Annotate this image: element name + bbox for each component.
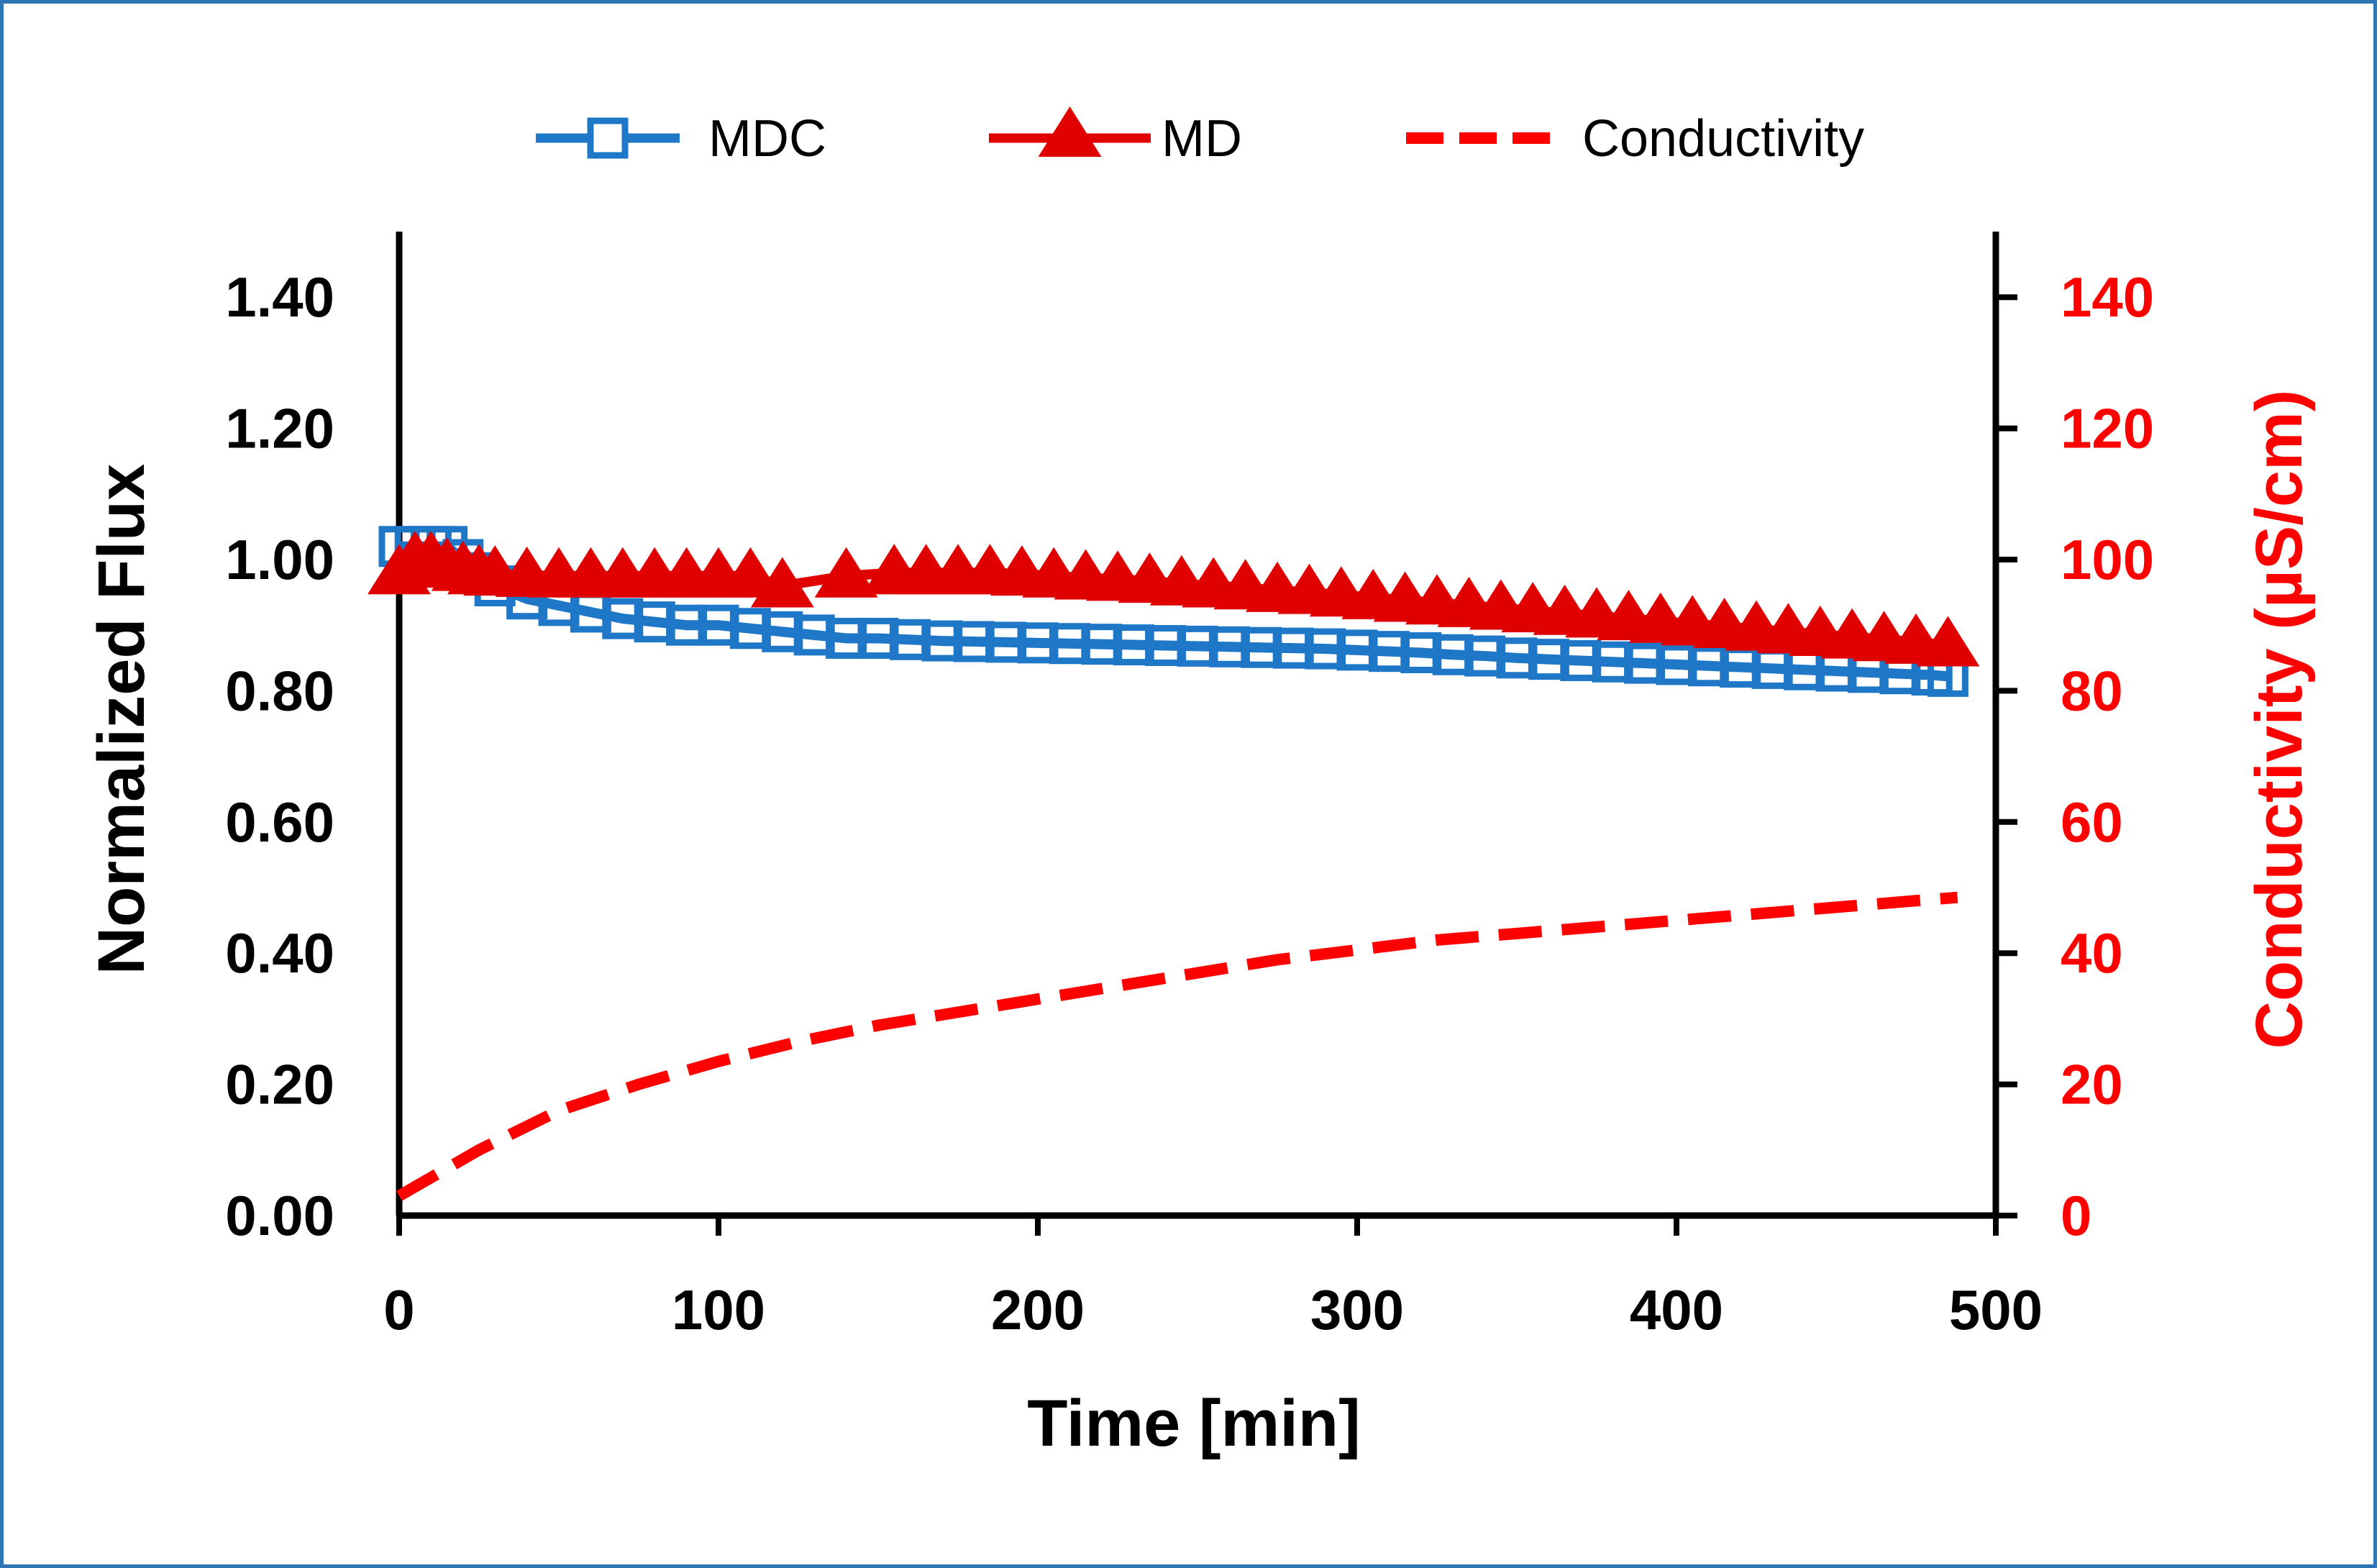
y2-tick-label: 80 xyxy=(2061,659,2123,722)
data-point-md xyxy=(814,547,878,598)
x-tick-label: 200 xyxy=(991,1278,1085,1341)
x-tick-label: 300 xyxy=(1310,1278,1404,1341)
y2-axis-title: Conductivity (µS/cm) xyxy=(2243,390,2316,1049)
y2-tick-label: 140 xyxy=(2061,265,2154,329)
y-tick-label: 0.00 xyxy=(225,1184,334,1247)
data-point-md xyxy=(750,557,814,608)
y-tick-label: 0.80 xyxy=(225,659,334,722)
legend-marker-md xyxy=(1038,106,1102,157)
data-point-md xyxy=(1916,616,1980,667)
x-tick-label: 400 xyxy=(1630,1278,1723,1341)
x-axis-title: Time [min] xyxy=(1027,1387,1360,1460)
y-tick-label: 0.20 xyxy=(225,1053,334,1116)
series-layer xyxy=(368,526,1980,1201)
y2-tick-label: 100 xyxy=(2061,528,2154,591)
y-tick-label: 0.60 xyxy=(225,790,334,854)
y-axis-title: Normalized Flux xyxy=(85,464,158,975)
y2-tick-label: 60 xyxy=(2061,790,2123,854)
legend-label-mdc: MDC xyxy=(708,110,826,168)
y-tick-label: 0.40 xyxy=(225,921,334,985)
y-tick-label: 1.40 xyxy=(225,265,334,329)
legend: MDC MD Conductivity xyxy=(536,106,1864,168)
legend-label-conductivity: Conductivity xyxy=(1582,110,1864,168)
axes-layer: 0.00 0.20 0.40 0.60 0.80 1.00 1.20 1.40 0 20 40 60 8… xyxy=(225,232,2154,1341)
labels-layer: Normalized Flux Conductivity (µS/cm) Tim… xyxy=(85,390,2316,1460)
y2-tick-label: 40 xyxy=(2061,921,2123,985)
series-line-mdc xyxy=(399,541,1948,682)
y2-tick-label: 120 xyxy=(2061,397,2154,460)
legend-label-md: MD xyxy=(1162,110,1242,168)
legend-marker-mdc xyxy=(587,117,629,159)
y-tick-label: 1.00 xyxy=(225,528,334,591)
y2-tick-label: 20 xyxy=(2061,1053,2123,1116)
x-tick-label: 100 xyxy=(672,1278,765,1341)
x-tick-label: 0 xyxy=(383,1278,414,1341)
series-line-conductivity xyxy=(396,891,1958,1201)
y-tick-label: 1.20 xyxy=(225,397,334,460)
y2-tick-label: 0 xyxy=(2061,1184,2091,1247)
x-tick-label: 500 xyxy=(1949,1278,2043,1341)
